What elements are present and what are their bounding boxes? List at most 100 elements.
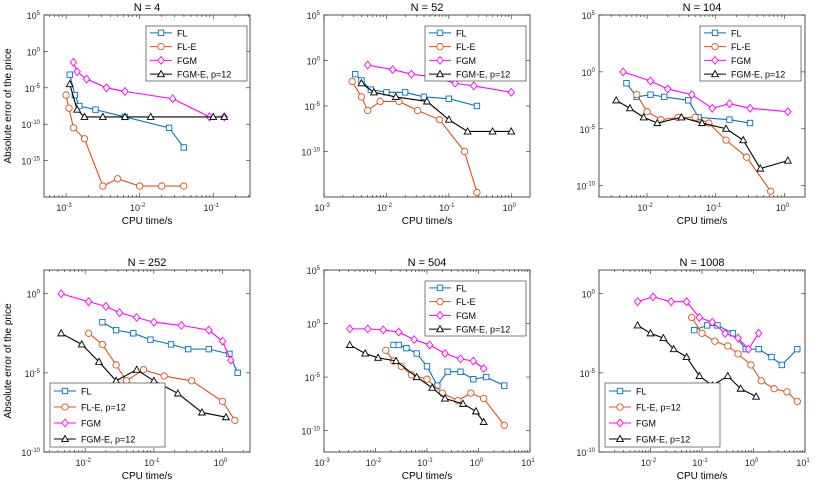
data-point xyxy=(361,349,370,357)
data-point xyxy=(470,81,478,91)
legend-marker xyxy=(61,403,69,411)
y-tick-label: 100 xyxy=(27,290,41,300)
data-point xyxy=(180,182,188,190)
data-point xyxy=(473,188,481,197)
data-point xyxy=(373,353,383,361)
x-tick-label: 10-1 xyxy=(439,203,455,213)
legend-box xyxy=(49,382,166,448)
data-point xyxy=(756,164,765,172)
data-point xyxy=(688,313,696,322)
data-point xyxy=(682,297,691,307)
data-point xyxy=(488,127,497,135)
x-tick-label: 101 xyxy=(796,458,810,468)
legend: FL FL-E, p=12 FGM FGM-E, p=12 xyxy=(49,382,166,448)
legend-label: FGM xyxy=(456,56,476,66)
data-point xyxy=(132,312,141,323)
legend-label: FGM xyxy=(81,419,101,429)
series-fgm xyxy=(345,324,488,374)
legend-label: FGM xyxy=(731,56,751,66)
data-point xyxy=(783,388,791,396)
data-point xyxy=(98,112,107,120)
data-point xyxy=(84,297,93,307)
data-point xyxy=(667,297,675,307)
y-tick-label: 10-5 xyxy=(25,84,41,94)
data-point xyxy=(726,116,733,123)
legend-marker xyxy=(616,403,624,411)
data-point xyxy=(643,108,651,116)
data-point xyxy=(71,91,79,99)
y-tick-label: 10-5 xyxy=(580,369,596,379)
data-point xyxy=(139,366,148,374)
data-point xyxy=(721,328,729,338)
legend: FL FL-E FGM FGM-E, p=12 xyxy=(699,25,802,82)
data-point xyxy=(180,144,187,151)
data-point xyxy=(135,182,144,190)
legend-label: FGM-E, p=12 xyxy=(636,435,690,445)
y-tick-label: 100 xyxy=(27,47,41,57)
data-point xyxy=(382,346,390,354)
legend-marker xyxy=(616,387,624,395)
data-point xyxy=(423,375,431,383)
data-point xyxy=(80,112,89,120)
legend-label: FGM xyxy=(636,419,656,429)
data-point xyxy=(441,348,449,359)
data-point xyxy=(205,325,213,335)
data-point xyxy=(226,355,235,365)
series-fl xyxy=(99,319,241,377)
data-point xyxy=(646,76,655,86)
series-line xyxy=(351,81,478,193)
series-fl-e-p-12 xyxy=(84,329,239,424)
data-point xyxy=(98,340,107,349)
y-tick-label: 105 xyxy=(27,11,41,21)
legend-label: FL xyxy=(177,28,188,38)
legend-marker xyxy=(157,55,165,65)
data-point xyxy=(659,333,668,342)
legend-label: FGM-E, p=12 xyxy=(731,70,785,80)
x-tick-label: 10-2 xyxy=(377,203,393,213)
x-tick-label: 10-2 xyxy=(637,203,653,213)
data-point xyxy=(390,341,397,349)
data-point xyxy=(158,182,166,190)
x-tick-label: 100 xyxy=(776,203,790,213)
legend-marker xyxy=(436,55,444,65)
subplot-title: N = 104 xyxy=(683,2,722,14)
data-point xyxy=(703,322,711,329)
x-tick-label: 100 xyxy=(503,203,517,213)
data-point xyxy=(691,113,699,122)
data-point xyxy=(647,91,654,98)
data-point xyxy=(363,324,372,334)
x-tick-label: 10-2 xyxy=(76,458,92,468)
data-point xyxy=(345,324,354,334)
data-point xyxy=(639,112,648,121)
data-point xyxy=(507,87,516,97)
y-tick-label: 10-10 xyxy=(576,448,595,458)
series-fl-e xyxy=(348,77,481,197)
data-point xyxy=(612,95,621,104)
series-fl-e xyxy=(62,91,188,190)
data-point xyxy=(479,394,488,403)
data-point xyxy=(422,96,432,105)
series-fgm-e-p-12 xyxy=(57,328,231,421)
data-point xyxy=(691,326,698,334)
data-point xyxy=(677,112,686,121)
data-point xyxy=(711,337,719,345)
subplot-4: 10-2 10-1 100 10-10 10-5 100 N = 252 CPU time/s… xyxy=(3,257,251,482)
x-axis-label: CPU time/s xyxy=(677,471,728,482)
data-point xyxy=(410,335,418,345)
data-point xyxy=(388,65,397,75)
data-point xyxy=(633,90,641,99)
data-point xyxy=(751,392,761,400)
data-point xyxy=(407,69,416,79)
data-point xyxy=(471,406,481,415)
series-fgm-e-p-12 xyxy=(357,78,516,135)
data-point xyxy=(444,115,453,123)
data-point xyxy=(734,333,742,343)
data-point xyxy=(463,127,472,135)
data-point xyxy=(173,388,183,397)
data-point xyxy=(72,105,82,113)
x-axis-label: CPU time/s xyxy=(122,471,173,482)
legend-marker xyxy=(436,29,444,37)
x-tick-label: 10-1 xyxy=(417,458,433,468)
y-tick-label: 10-5 xyxy=(580,125,596,135)
data-point xyxy=(94,357,104,365)
